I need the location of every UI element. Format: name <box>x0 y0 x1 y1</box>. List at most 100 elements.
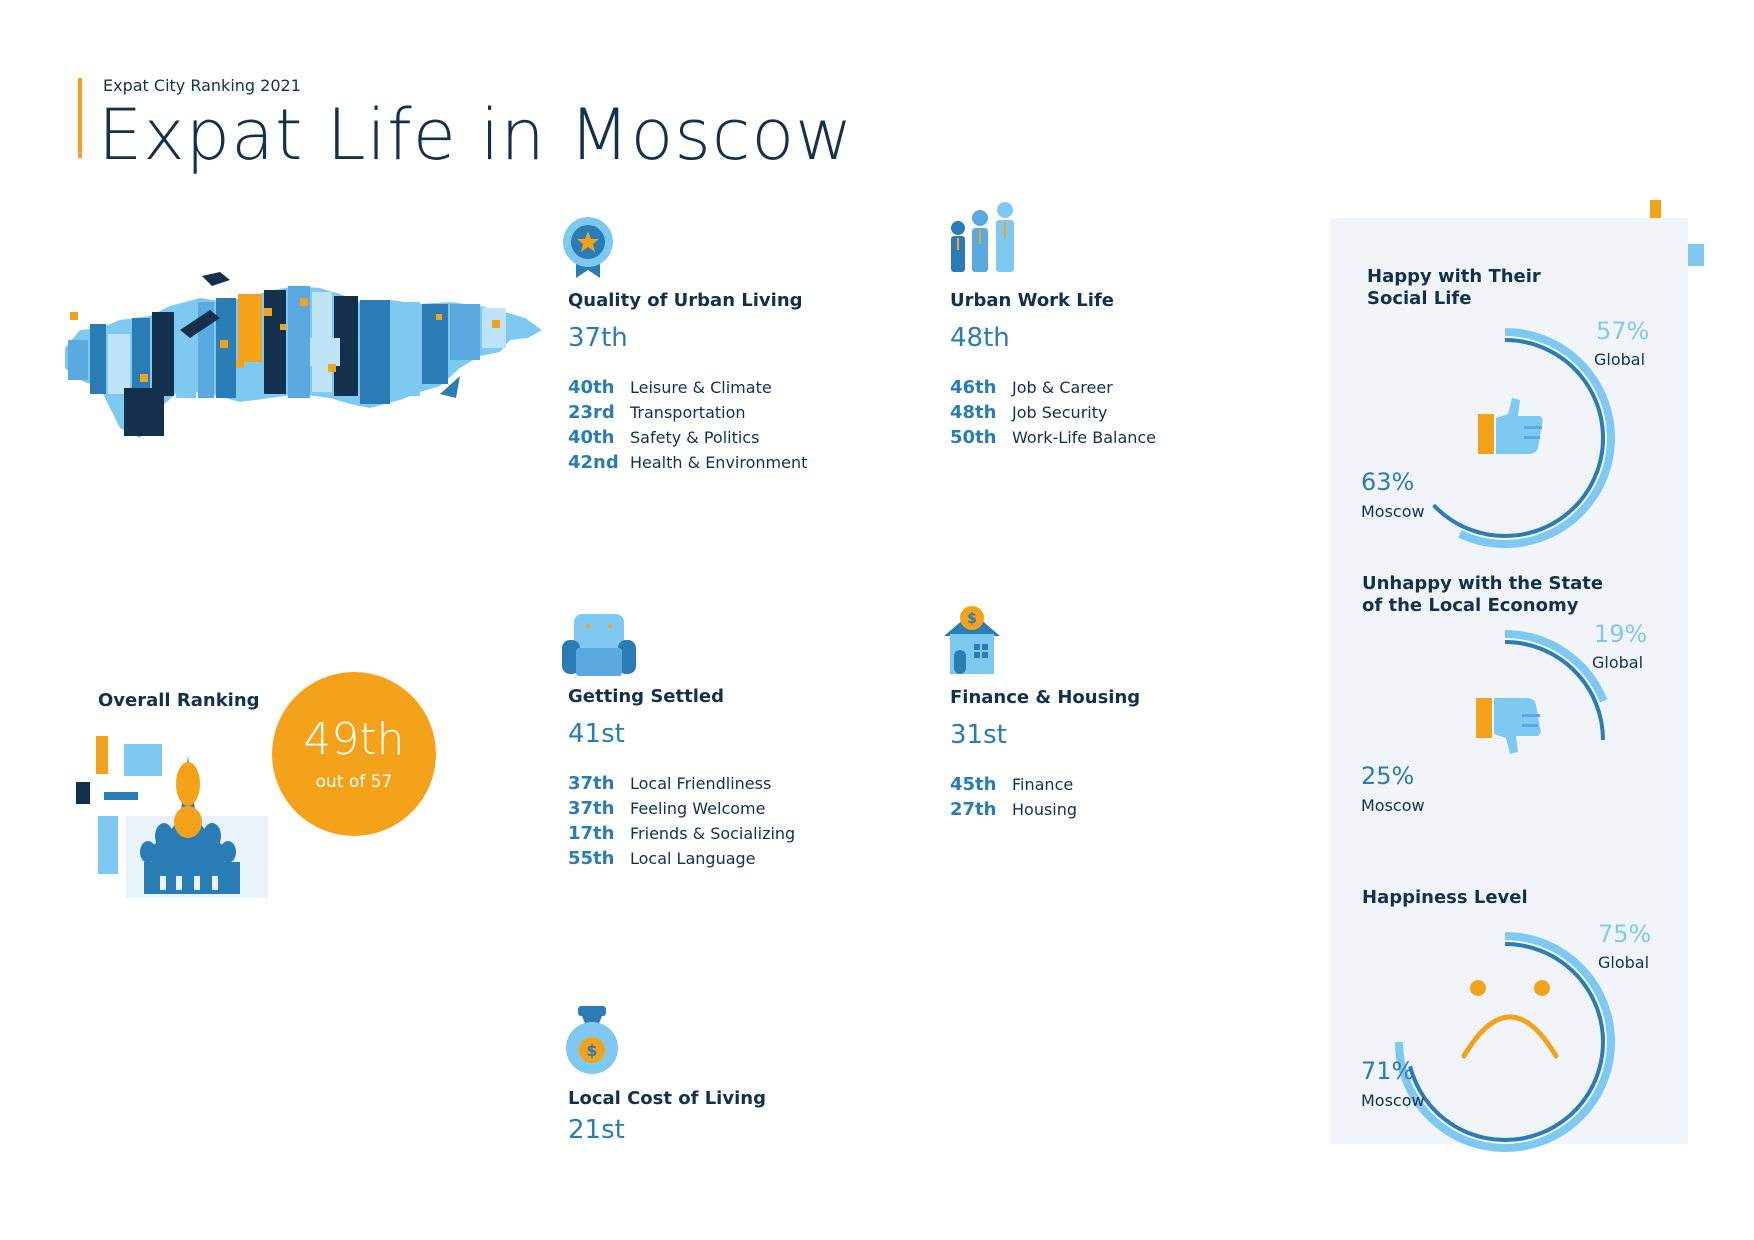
gauge-moscow-arc <box>1432 338 1605 538</box>
gauge-global-arc <box>1458 328 1615 548</box>
sub-label: Transportation <box>630 403 746 422</box>
gauge-moscow-label: Moscow <box>1361 502 1425 521</box>
list-item: 40th Safety & Politics <box>568 425 807 450</box>
stats-panel <box>1330 218 1688 1144</box>
medal-icon <box>563 217 613 278</box>
overall-rank-circle: 49th out of 57 <box>272 672 436 836</box>
category-sub-list: 45th Finance 27th Housing <box>950 772 1140 822</box>
sub-label: Feeling Welcome <box>630 799 766 818</box>
gauge-global-value: 75% <box>1598 920 1652 948</box>
sub-rank: 37th <box>568 798 615 819</box>
sub-rank: 55th <box>568 848 615 869</box>
category-finance-housing: Finance & Housing 31st 45th Finance 27th H… <box>950 687 1140 822</box>
category-title: Getting Settled <box>568 686 724 707</box>
category-urban-work-life: Urban Work Life 48th 46th Job & Career 48… <box>950 290 1156 450</box>
sub-label: Health & Environment <box>630 453 808 472</box>
list-item: 27th Housing <box>950 797 1140 822</box>
header-accent-bar <box>78 78 82 158</box>
sub-rank: 48th <box>950 402 997 423</box>
category-sub-list: 40th Leisure & Climate 23rd Transportation… <box>568 375 807 475</box>
gauge-global-label: Global <box>1594 350 1646 369</box>
list-item: 50th Work-Life Balance <box>950 425 1156 450</box>
gauge-moscow-value: 25% <box>1361 762 1415 790</box>
page-title: Expat Life in Moscow <box>98 94 854 176</box>
sub-label: Job & Career <box>1012 378 1113 397</box>
sub-label: Leisure & Climate <box>630 378 772 397</box>
gauge-happiness-level <box>1395 932 1615 1152</box>
svg-text:$: $ <box>586 1041 597 1060</box>
cathedral-illustration <box>76 736 268 898</box>
gauge-moscow-label: Moscow <box>1361 1091 1425 1110</box>
sub-rank: 42nd <box>568 452 619 473</box>
russia-map-illustration <box>65 272 542 438</box>
sub-label: Work-Life Balance <box>1012 428 1157 447</box>
sub-rank: 45th <box>950 774 997 795</box>
gauge-global-value: 19% <box>1594 620 1648 648</box>
list-item: 48th Job Security <box>950 400 1156 425</box>
category-getting-settled: Getting Settled 41st 37th Local Friendlin… <box>568 686 795 871</box>
overall-rank-value: 49th <box>303 714 405 765</box>
list-item: 42nd Health & Environment <box>568 450 807 475</box>
sub-rank: 17th <box>568 823 615 844</box>
sad-face-icon <box>1461 980 1559 1059</box>
sub-rank: 40th <box>568 427 615 448</box>
gauge-title: Happiness Level <box>1362 887 1528 909</box>
sub-rank: 23rd <box>568 402 615 423</box>
category-quality-of-urban-living: Quality of Urban Living 37th 40th Leisure… <box>568 290 807 475</box>
gauge-global-label: Global <box>1592 653 1644 672</box>
category-rank: 21st <box>568 1115 625 1145</box>
category-title: Local Cost of Living <box>568 1088 766 1109</box>
gauge-global-value: 57% <box>1596 317 1650 345</box>
gauge-global-arc <box>1504 630 1608 703</box>
category-local-cost-of-living: Local Cost of Living 21st <box>568 1088 766 1145</box>
sub-rank: 27th <box>950 799 997 820</box>
list-item: 23rd Transportation <box>568 400 807 425</box>
list-item: 55th Local Language <box>568 846 795 871</box>
gauge-moscow-arc <box>1504 640 1605 741</box>
category-rank: 37th <box>568 323 628 353</box>
list-item: 37th Local Friendliness <box>568 771 795 796</box>
sub-rank: 37th <box>568 773 615 794</box>
gauge-moscow-arc <box>1408 942 1605 1142</box>
workers-icon <box>951 202 1014 272</box>
gauge-local-economy <box>1504 630 1608 741</box>
gauge-global-arc <box>1395 932 1615 1152</box>
category-rank: 41st <box>568 719 625 749</box>
sub-label: Friends & Socializing <box>630 824 796 843</box>
category-title: Urban Work Life <box>950 290 1114 311</box>
list-item: 45th Finance <box>950 772 1140 797</box>
armchair-icon <box>562 614 636 676</box>
category-sub-list: 46th Job & Career 48th Job Security 50th Wo… <box>950 375 1156 450</box>
sub-label: Housing <box>1012 800 1078 819</box>
gauge-moscow-value: 71% <box>1361 1057 1415 1085</box>
gauge-moscow-label: Moscow <box>1361 796 1425 815</box>
list-item: 37th Feeling Welcome <box>568 796 795 821</box>
gauge-title-line2: of the Local Economy <box>1362 595 1579 616</box>
thumbs-up-icon <box>1478 398 1543 454</box>
sub-label: Local Language <box>630 849 756 868</box>
sub-label: Job Security <box>1012 403 1108 422</box>
gauge-title-line1: Unhappy with the State <box>1362 573 1604 594</box>
gauge-title: Unhappy with the State of the Local Econ… <box>1362 573 1603 617</box>
list-item: 40th Leisure & Climate <box>568 375 807 400</box>
sub-rank: 40th <box>568 377 615 398</box>
header-kicker: Expat City Ranking 2021 <box>103 76 301 95</box>
list-item: 46th Job & Career <box>950 375 1156 400</box>
sub-rank: 50th <box>950 427 997 448</box>
overall-rank-out-of: out of 57 <box>315 772 393 792</box>
category-title: Finance & Housing <box>950 687 1141 708</box>
category-sub-list: 37th Local Friendliness 37th Feeling Welco… <box>568 771 795 871</box>
gauge-title-line1: Happiness Level <box>1362 887 1528 908</box>
sub-label: Finance <box>1012 775 1074 794</box>
sub-rank: 46th <box>950 377 997 398</box>
house-coin-icon: $ <box>944 606 1000 674</box>
gauge-title-line2: Social Life <box>1367 288 1472 309</box>
list-item: 17th Friends & Socializing <box>568 821 795 846</box>
gauge-title: Happy with Their Social Life <box>1367 266 1541 310</box>
gauge-global-label: Global <box>1598 953 1650 972</box>
overall-ranking-title: Overall Ranking <box>98 690 260 711</box>
sub-label: Safety & Politics <box>630 428 760 447</box>
svg-text:$: $ <box>967 611 977 627</box>
gauge-moscow-value: 63% <box>1361 468 1415 496</box>
category-rank: 31st <box>950 720 1007 750</box>
